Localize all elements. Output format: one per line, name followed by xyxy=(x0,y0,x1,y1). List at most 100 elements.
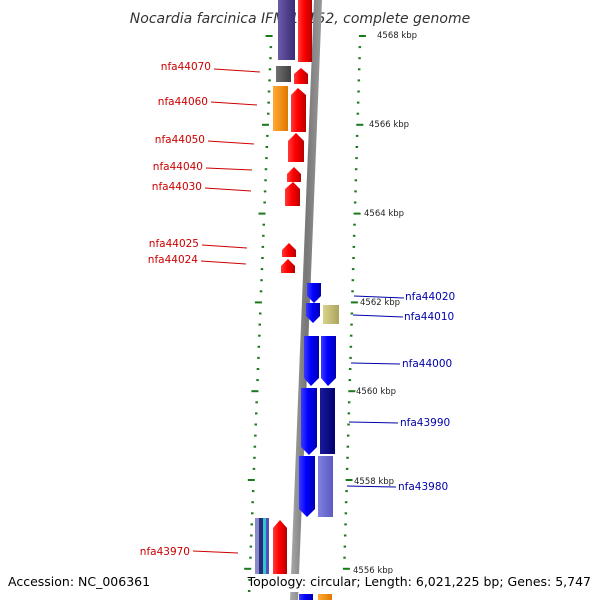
svg-text:nfa44020[interactable]: nfa44020 xyxy=(405,291,455,303)
minor-tick-mark xyxy=(264,168,268,171)
gene-label-nfa44025[interactable]: nfa44025 xyxy=(149,238,248,250)
major-tick-mark xyxy=(353,212,361,215)
minor-tick-mark xyxy=(354,190,357,193)
minor-tick-mark xyxy=(265,157,268,160)
major-tick-mark xyxy=(254,301,262,304)
gene-block[interactable] xyxy=(318,594,332,600)
svg-text:nfa44000[interactable]: nfa44000 xyxy=(402,358,452,370)
gene-block[interactable] xyxy=(299,594,313,600)
gene-label-nfa44070[interactable]: nfa44070 xyxy=(161,61,261,73)
minor-tick-mark xyxy=(251,490,255,493)
minor-tick-mark xyxy=(251,512,254,515)
gene-block[interactable] xyxy=(266,518,269,590)
right-tick-marks xyxy=(342,35,366,592)
gene-block[interactable] xyxy=(273,86,288,131)
gene-arrow[interactable] xyxy=(291,88,306,132)
gene-label-nfa44030[interactable]: nfa44030 xyxy=(152,181,252,193)
minor-tick-mark xyxy=(251,501,254,504)
gene-arrow[interactable] xyxy=(304,336,319,386)
gene-block[interactable] xyxy=(255,518,260,590)
minor-tick-mark xyxy=(343,556,346,559)
major-tick-mark xyxy=(247,479,255,481)
gene-arrow[interactable] xyxy=(294,68,308,84)
svg-text:nfa43980[interactable]: nfa43980 xyxy=(398,481,448,493)
minor-tick-mark xyxy=(247,590,251,592)
gene-block[interactable] xyxy=(323,305,339,324)
minor-tick-mark xyxy=(260,268,264,271)
minor-tick-mark xyxy=(261,245,265,248)
gene-block[interactable] xyxy=(320,388,335,454)
scale-label: 4566 kbp xyxy=(369,120,409,130)
gene-label-nfa44020[interactable]: nfa44020 xyxy=(353,291,455,303)
gene-block[interactable] xyxy=(298,0,312,62)
major-tick-mark xyxy=(345,479,353,481)
footer-backdrop xyxy=(255,574,600,592)
gene-label-nfa43990[interactable]: nfa43990 xyxy=(348,417,450,429)
major-tick-mark xyxy=(244,567,252,570)
minor-tick-mark xyxy=(252,467,256,470)
major-tick-mark xyxy=(356,123,364,126)
gene-arrow[interactable] xyxy=(307,283,321,303)
minor-tick-mark xyxy=(344,523,347,526)
gene-arrow[interactable] xyxy=(321,336,336,386)
minor-tick-mark xyxy=(345,490,348,493)
svg-text:nfa43970[interactable]: nfa43970 xyxy=(140,546,190,558)
minor-tick-mark xyxy=(269,46,273,49)
minor-tick-mark xyxy=(347,401,351,404)
gene-arrow[interactable] xyxy=(306,303,320,323)
gene-label-nfa44010[interactable]: nfa44010 xyxy=(352,311,454,323)
gene-arrow[interactable] xyxy=(301,388,317,455)
svg-text:nfa44010[interactable]: nfa44010 xyxy=(404,311,454,323)
gene-arrow[interactable] xyxy=(273,520,287,590)
minor-tick-mark xyxy=(262,234,265,237)
svg-text:nfa44050[interactable]: nfa44050 xyxy=(155,134,205,146)
minor-tick-mark xyxy=(349,334,353,337)
gene-label-nfa44024[interactable]: nfa44024 xyxy=(148,254,247,266)
gene-arrow[interactable] xyxy=(288,133,304,162)
svg-text:nfa44025[interactable]: nfa44025 xyxy=(149,238,199,250)
scale-label: 4560 kbp xyxy=(356,387,396,397)
svg-text:nfa43990[interactable]: nfa43990 xyxy=(400,417,450,429)
minor-tick-mark xyxy=(258,323,261,326)
gene-block[interactable] xyxy=(259,518,263,590)
minor-tick-mark xyxy=(250,523,253,526)
minor-tick-mark xyxy=(257,345,261,348)
gene-label-nfa44000[interactable]: nfa44000 xyxy=(350,358,452,370)
svg-text:nfa44030[interactable]: nfa44030 xyxy=(152,181,202,193)
gene-arrow[interactable] xyxy=(287,167,301,182)
gene-label-nfa44040[interactable]: nfa44040 xyxy=(153,161,253,173)
gene-label-nfa43980[interactable]: nfa43980 xyxy=(346,481,448,493)
minor-tick-mark xyxy=(256,368,260,370)
minor-tick-mark xyxy=(349,345,353,348)
minor-tick-mark xyxy=(253,456,256,459)
minor-tick-mark xyxy=(267,112,270,115)
gene-block[interactable] xyxy=(276,66,291,82)
gene-arrow[interactable] xyxy=(299,456,315,517)
minor-tick-mark xyxy=(358,57,361,60)
gene-label-nfa44050[interactable]: nfa44050 xyxy=(155,134,255,146)
minor-tick-mark xyxy=(259,312,262,315)
minor-tick-mark xyxy=(353,223,356,226)
svg-text:nfa44040[interactable]: nfa44040 xyxy=(153,161,203,173)
gene-arrow[interactable] xyxy=(282,243,296,257)
minor-tick-mark xyxy=(263,201,266,204)
minor-tick-mark xyxy=(356,112,360,115)
gene-block[interactable] xyxy=(318,456,333,517)
gene-block[interactable] xyxy=(263,518,266,590)
svg-text:nfa44070[interactable]: nfa44070 xyxy=(161,61,211,73)
gene-label-nfa44060[interactable]: nfa44060 xyxy=(158,96,258,108)
minor-tick-mark xyxy=(354,168,358,171)
gene-arrow[interactable] xyxy=(281,259,295,273)
major-tick-mark xyxy=(342,567,350,570)
minor-tick-mark xyxy=(256,379,259,382)
minor-tick-mark xyxy=(249,556,252,559)
major-tick-mark xyxy=(251,390,259,393)
minor-tick-mark xyxy=(269,57,272,60)
svg-text:nfa44024[interactable]: nfa44024 xyxy=(148,254,199,266)
svg-text:nfa44060[interactable]: nfa44060 xyxy=(158,96,208,108)
minor-tick-mark xyxy=(254,423,257,426)
gene-label-nfa43970[interactable]: nfa43970 xyxy=(140,546,239,558)
gene-block[interactable] xyxy=(278,0,295,60)
gene-arrow[interactable] xyxy=(285,182,300,206)
minor-tick-mark xyxy=(357,90,360,93)
